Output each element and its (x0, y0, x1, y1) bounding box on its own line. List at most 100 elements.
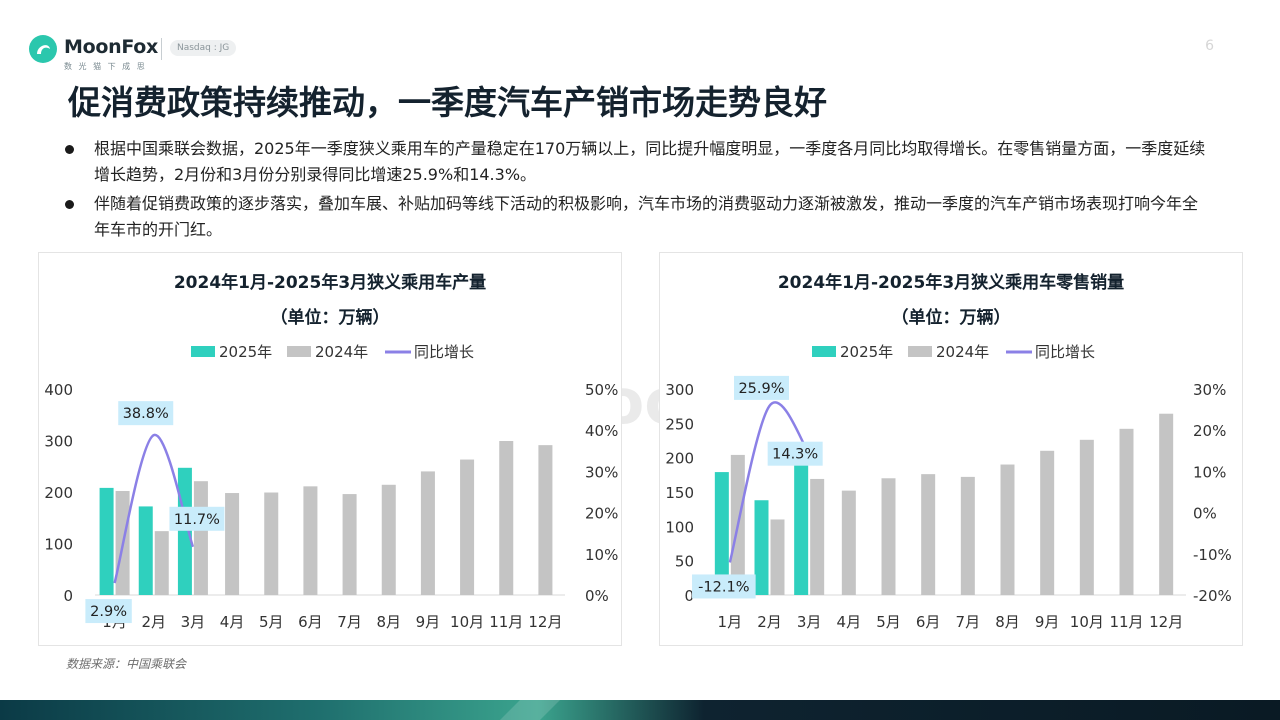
data-label-text: 14.3% (772, 447, 818, 463)
x-axis-tick: 5月 (876, 613, 901, 631)
x-axis-tick: 10月 (1070, 613, 1104, 631)
bar-2024 (921, 474, 936, 595)
x-axis-tick: 4月 (837, 613, 862, 631)
brand-name: MoonFox (64, 36, 158, 58)
right-axis-tick: 10% (585, 546, 618, 564)
left-axis-tick: 250 (665, 415, 694, 433)
bullet-list: 根据中国乘联会数据，2025年一季度狭义乘用车的产量稳定在170万辆以上，同比提… (62, 136, 1212, 246)
x-axis-tick: 11月 (489, 613, 523, 631)
bar-2025 (714, 472, 729, 595)
x-axis-tick: 12月 (1149, 613, 1183, 631)
left-axis-tick: 200 (665, 450, 694, 468)
retail-chart-panel: 2024年1月-2025年3月狭义乘用车零售销量 （单位：万辆） 2025年 2024… (659, 252, 1243, 646)
ticker-badge: Nasdaq : JG (170, 40, 237, 56)
data-label-text: 38.8% (123, 406, 169, 422)
x-axis-tick: 2月 (141, 613, 166, 631)
data-label-text: 11.7% (174, 512, 220, 528)
bar-2024 (841, 490, 856, 595)
data-source-note: 数据来源：中国乘联会 (66, 657, 187, 671)
bullet-dot-icon (65, 200, 74, 209)
data-label-text: 2.9% (90, 604, 127, 620)
x-axis-tick: 2月 (757, 613, 782, 631)
data-label-bg (118, 401, 174, 426)
left-axis-tick: 300 (44, 433, 73, 451)
left-axis-tick: 100 (44, 536, 73, 554)
legend-swatch-2024 (287, 346, 311, 357)
legend-swatch-2024 (908, 346, 932, 357)
right-axis-tick: 30% (1193, 381, 1226, 399)
left-axis-tick: 100 (665, 518, 694, 536)
bar-2025 (138, 506, 153, 595)
bullet-dot-icon (65, 145, 74, 154)
retail-chart: 2024年1月-2025年3月狭义乘用车零售销量 （单位：万辆） 2025年 2024… (665, 272, 1232, 631)
bar-2024 (303, 486, 318, 595)
x-axis-tick: 3月 (797, 613, 822, 631)
bar-2024 (460, 459, 475, 595)
bar-2024 (1159, 413, 1174, 595)
x-axis-tick: 12月 (528, 613, 562, 631)
data-label-bg (692, 574, 756, 599)
bar-group (99, 441, 553, 595)
yoy-data-label: 38.8% (118, 401, 174, 426)
bar-2024 (420, 471, 435, 595)
x-axis-tick: 3月 (181, 613, 206, 631)
yoy-data-label: 14.3% (767, 441, 823, 466)
data-label-bg (734, 375, 789, 400)
right-axis-tick: 0% (585, 587, 609, 605)
legend-label-2024: 2024年 (315, 343, 368, 361)
brand-tagline: 数 光 猫 下 成 思 (64, 62, 147, 71)
yoy-data-label: 25.9% (734, 375, 789, 400)
x-axis-tick: 8月 (995, 613, 1020, 631)
left-axis-tick: 0 (63, 587, 73, 605)
moonfox-logo-icon (29, 35, 57, 63)
yoy-data-label: 2.9% (85, 599, 132, 624)
left-axis-tick: 300 (665, 381, 694, 399)
chart-subtitle: （单位：万辆） (271, 307, 390, 328)
bar-group (714, 413, 1174, 595)
bar-2024 (881, 478, 896, 595)
left-axis-tick: 150 (665, 484, 694, 502)
chart-title: 2024年1月-2025年3月狭义乘用车产量 (174, 272, 486, 293)
chart-title: 2024年1月-2025年3月狭义乘用车零售销量 (778, 272, 1124, 293)
x-axis-tick: 6月 (916, 613, 941, 631)
bar-2024 (225, 493, 240, 595)
x-axis-tick: 11月 (1109, 613, 1143, 631)
bar-2024 (1040, 450, 1055, 595)
data-label-bg (767, 441, 823, 466)
bar-2025 (794, 461, 809, 595)
legend-swatch-2025 (812, 346, 836, 357)
left-axis-tick: 50 (675, 553, 694, 571)
x-axis-tick: 9月 (1035, 613, 1060, 631)
bullet-item: 根据中国乘联会数据，2025年一季度狭义乘用车的产量稳定在170万辆以上，同比提… (62, 136, 1212, 188)
brand-logo: MoonFox 数 光 猫 下 成 思 Nasdaq : JG (28, 32, 248, 72)
yoy-data-label: -12.1% (692, 574, 756, 599)
right-axis-tick: 20% (1193, 422, 1226, 440)
x-axis-tick: 1月 (718, 613, 743, 631)
yoy-line (728, 401, 811, 563)
bar-2024 (1119, 428, 1134, 595)
data-label-bg (85, 599, 132, 624)
right-axis-tick: 10% (1193, 463, 1226, 481)
bar-2025 (754, 500, 769, 595)
x-axis-tick: 4月 (220, 613, 245, 631)
x-axis-tick: 5月 (259, 613, 284, 631)
left-axis-tick: 0 (684, 587, 694, 605)
bar-2024 (193, 481, 208, 595)
legend-label-2024: 2024年 (936, 343, 989, 361)
bar-2024 (538, 445, 553, 595)
chart-legend: 2025年 2024年 同比增长 (191, 343, 474, 361)
footer-band (0, 700, 1280, 720)
bar-2025 (99, 487, 114, 595)
right-axis-tick: 30% (585, 463, 618, 481)
right-axis-tick: 20% (585, 505, 618, 523)
x-axis-tick: 7月 (956, 613, 981, 631)
bar-2024 (154, 531, 169, 595)
logo-divider (161, 38, 162, 60)
bar-2024 (499, 441, 514, 595)
left-axis-tick: 400 (44, 381, 73, 399)
page-title: 促消费政策持续推动，一季度汽车产销市场走势良好 (68, 83, 827, 122)
page-number: 6 (1205, 38, 1214, 54)
right-axis-tick: -20% (1193, 587, 1232, 605)
bullet-item: 伴随着促销费政策的逐步落实，叠加车展、补贴加码等线下活动的积极影响，汽车市场的消… (62, 191, 1212, 243)
bullet-text: 伴随着促销费政策的逐步落实，叠加车展、补贴加码等线下活动的积极影响，汽车市场的消… (94, 194, 1199, 239)
